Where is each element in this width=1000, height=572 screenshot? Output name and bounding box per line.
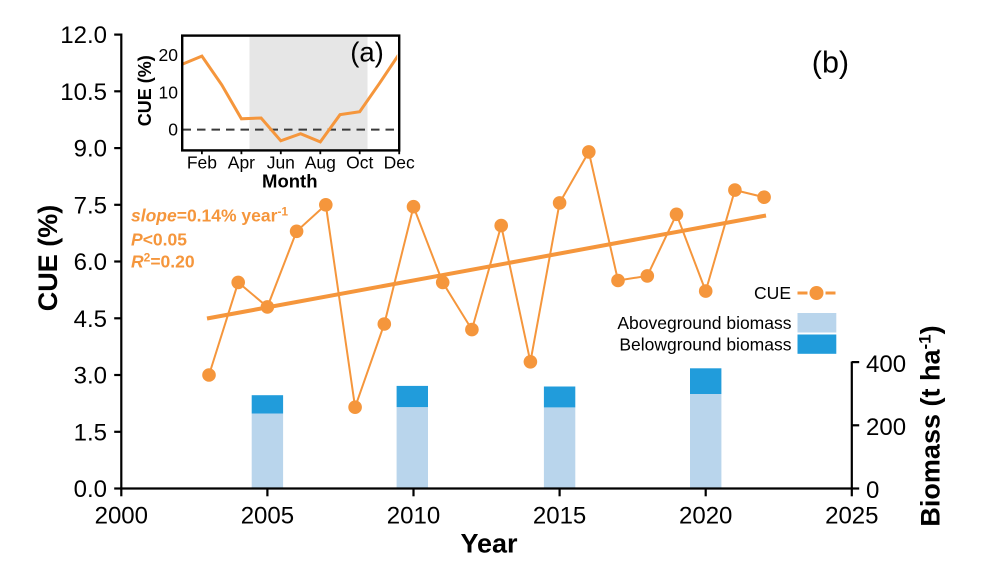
svg-text:0: 0 xyxy=(866,477,879,504)
svg-text:P<0.05: P<0.05 xyxy=(131,230,187,250)
svg-text:2000: 2000 xyxy=(95,502,148,529)
svg-text:2015: 2015 xyxy=(533,502,586,529)
svg-text:Feb: Feb xyxy=(187,153,217,173)
svg-text:Month: Month xyxy=(262,171,317,192)
svg-text:0: 0 xyxy=(168,120,178,140)
svg-text:12.0: 12.0 xyxy=(60,22,107,49)
svg-text:CUE (%): CUE (%) xyxy=(33,205,63,312)
svg-text:Belowground biomass: Belowground biomass xyxy=(619,334,791,354)
svg-text:10.5: 10.5 xyxy=(60,79,107,106)
svg-text:Aug: Aug xyxy=(305,153,336,173)
svg-text:20: 20 xyxy=(159,45,179,65)
svg-text:2005: 2005 xyxy=(241,502,294,529)
svg-text:CUE: CUE xyxy=(754,283,791,303)
svg-text:7.5: 7.5 xyxy=(74,192,107,219)
svg-text:Oct: Oct xyxy=(346,153,373,173)
svg-text:4.5: 4.5 xyxy=(74,306,107,333)
svg-text:(a): (a) xyxy=(350,36,384,67)
svg-text:3.0: 3.0 xyxy=(74,363,107,390)
svg-text:6.0: 6.0 xyxy=(74,249,107,276)
svg-text:(b): (b) xyxy=(812,45,849,79)
svg-text:Biomass (t ha-1): Biomass (t ha-1) xyxy=(916,325,946,526)
svg-text:2025: 2025 xyxy=(825,502,878,529)
svg-text:Dec: Dec xyxy=(384,153,415,173)
svg-text:Year: Year xyxy=(460,529,518,559)
svg-text:Aboveground biomass: Aboveground biomass xyxy=(617,313,791,333)
svg-text:2010: 2010 xyxy=(387,502,440,529)
svg-text:R2=0.20: R2=0.20 xyxy=(131,251,195,272)
svg-text:Jun: Jun xyxy=(267,153,295,173)
svg-text:10: 10 xyxy=(159,82,179,102)
svg-text:Apr: Apr xyxy=(228,153,255,173)
svg-text:slope=0.14% year-1: slope=0.14% year-1 xyxy=(131,205,288,226)
svg-text:9.0: 9.0 xyxy=(74,136,107,163)
svg-text:400: 400 xyxy=(866,351,906,378)
svg-text:1.5: 1.5 xyxy=(74,419,107,446)
svg-text:2020: 2020 xyxy=(679,502,732,529)
svg-text:0.0: 0.0 xyxy=(74,476,107,503)
svg-text:CUE (%): CUE (%) xyxy=(135,55,155,126)
svg-text:200: 200 xyxy=(866,414,906,441)
